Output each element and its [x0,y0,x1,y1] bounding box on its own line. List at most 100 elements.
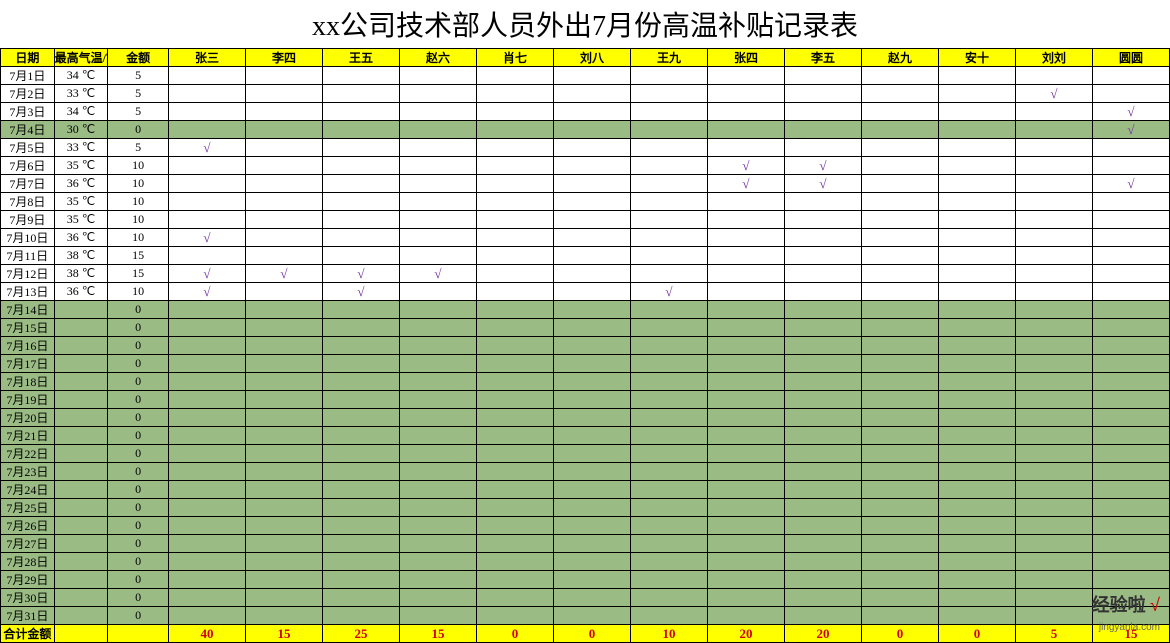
cell-mark [476,247,553,265]
cell-mark [1092,247,1169,265]
cell-mark [322,607,399,625]
cell-mark [630,373,707,391]
footer-total: 0 [938,625,1015,643]
cell-mark [707,319,784,337]
cell-mark [1092,337,1169,355]
cell-date: 7月20日 [1,409,55,427]
cell-date: 7月2日 [1,85,55,103]
cell-mark [1092,67,1169,85]
cell-mark [707,193,784,211]
cell-mark [707,589,784,607]
cell-mark [168,517,245,535]
cell-mark [322,139,399,157]
footer-label: 合计金额 [1,625,55,643]
cell-mark [399,283,476,301]
cell-mark [1015,517,1092,535]
cell-mark [707,517,784,535]
cell-mark [168,373,245,391]
cell-date: 7月26日 [1,517,55,535]
cell-mark [476,409,553,427]
cell-mark [322,463,399,481]
cell-mark [938,391,1015,409]
cell-mark [784,463,861,481]
cell-mark [630,211,707,229]
table-row: 7月24日0 [1,481,1170,499]
cell-mark [1015,283,1092,301]
cell-mark [399,589,476,607]
table-row: 7月20日0 [1,409,1170,427]
cell-date: 7月19日 [1,391,55,409]
cell-mark [938,517,1015,535]
cell-mark [476,517,553,535]
cell-mark [1092,157,1169,175]
cell-mark [476,589,553,607]
cell-mark [245,535,322,553]
cell-mark [476,283,553,301]
cell-mark [1015,589,1092,607]
cell-mark [707,445,784,463]
watermark-url: jingyanla.com [1099,622,1160,633]
cell-mark [861,607,938,625]
col-person: 肖七 [476,49,553,67]
cell-mark [861,175,938,193]
cell-mark: √ [168,283,245,301]
table-row: 7月4日30 ℃0√ [1,121,1170,139]
cell-amount: 0 [108,571,169,589]
cell-mark [630,319,707,337]
cell-mark [861,445,938,463]
footer-total: 20 [707,625,784,643]
cell-mark [938,103,1015,121]
cell-mark [399,391,476,409]
cell-mark [784,247,861,265]
cell-mark [707,67,784,85]
cell-mark [630,175,707,193]
cell-mark [322,427,399,445]
cell-mark [784,373,861,391]
cell-amount: 15 [108,265,169,283]
cell-mark [707,373,784,391]
cell-mark [553,103,630,121]
cell-mark [245,193,322,211]
cell-mark [245,463,322,481]
cell-mark [938,589,1015,607]
cell-mark: √ [168,265,245,283]
cell-mark [938,121,1015,139]
cell-mark [553,229,630,247]
cell-mark [1015,445,1092,463]
cell-mark [553,121,630,139]
cell-mark [399,175,476,193]
table-row: 7月8日35 ℃10 [1,193,1170,211]
cell-mark [168,553,245,571]
cell-mark [399,319,476,337]
cell-mark [707,103,784,121]
cell-mark [476,193,553,211]
col-person: 圆圆 [1092,49,1169,67]
cell-mark [322,391,399,409]
cell-mark [168,193,245,211]
cell-mark [476,535,553,553]
cell-mark [553,463,630,481]
cell-temp [54,373,108,391]
cell-mark [322,337,399,355]
cell-mark [861,463,938,481]
table-row: 7月9日35 ℃10 [1,211,1170,229]
cell-mark [245,445,322,463]
cell-amount: 15 [108,247,169,265]
cell-mark [553,175,630,193]
cell-mark [553,319,630,337]
cell-mark [553,481,630,499]
cell-mark [476,121,553,139]
cell-date: 7月28日 [1,553,55,571]
footer-total: 15 [399,625,476,643]
cell-mark [861,391,938,409]
cell-mark [168,319,245,337]
cell-temp [54,481,108,499]
cell-mark [322,535,399,553]
col-temp: 最高气温/℃ [54,49,108,67]
cell-mark [707,481,784,499]
cell-mark [476,319,553,337]
cell-mark [322,571,399,589]
cell-mark [630,355,707,373]
cell-mark [938,265,1015,283]
cell-mark [1092,481,1169,499]
